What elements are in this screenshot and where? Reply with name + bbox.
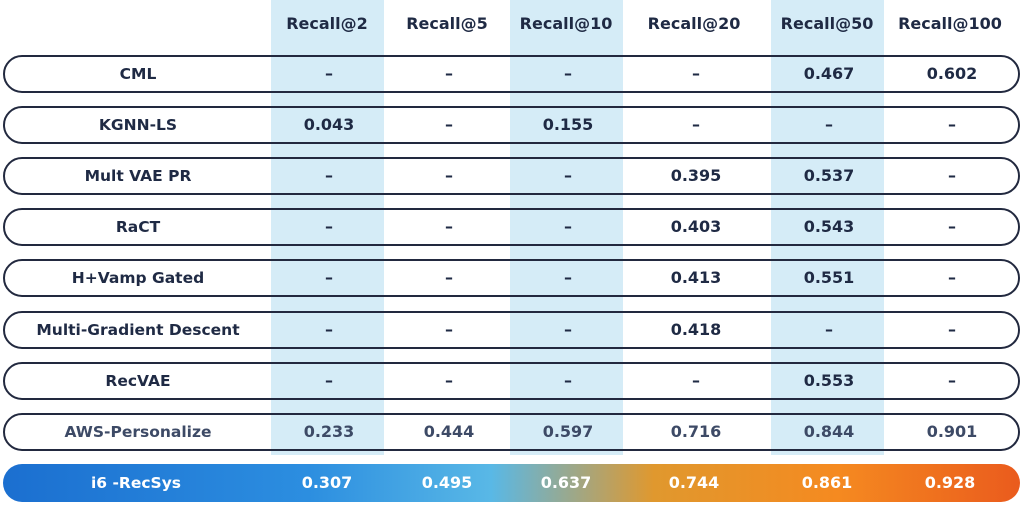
table-cell: –: [445, 166, 453, 186]
table-cell: 0.744: [668, 472, 720, 492]
table-row: AWS-Personalize 0.233 0.444 0.597 0.716 0.844…: [3, 412, 1020, 451]
table-cell: –: [948, 319, 956, 339]
table-row: Multi-Gradient Descent – – – 0.418 – –: [3, 310, 1020, 349]
table-cell: 0.861: [801, 472, 853, 492]
row-label: i6 -RecSys: [90, 473, 182, 492]
table-cell: –: [692, 370, 700, 390]
table-cell: 0.537: [803, 166, 855, 186]
table-cell: –: [325, 217, 333, 237]
table-row: KGNN-LS 0.043 – 0.155 – – –: [3, 106, 1020, 145]
table-cell: –: [825, 115, 833, 135]
column-header: Recall@100: [898, 14, 1002, 33]
table-cell: –: [445, 217, 453, 237]
table-row: RecVAE – – – – 0.553 –: [3, 361, 1020, 400]
table-cell: –: [325, 319, 333, 339]
table-cell: –: [325, 64, 333, 83]
table-cell: 0.495: [421, 472, 473, 492]
table-cell: –: [564, 217, 572, 237]
table-cell: 0.444: [423, 421, 475, 441]
table-cell: –: [564, 64, 572, 83]
table-cell: 0.418: [670, 319, 722, 339]
table-cell: 0.543: [803, 217, 855, 237]
row-label: CML: [119, 65, 157, 83]
row-label: RecVAE: [105, 371, 171, 390]
table-cell: 0.413: [670, 268, 722, 288]
table-cell: 0.844: [803, 421, 855, 441]
table-cell: 0.637: [540, 472, 592, 492]
table-cell: –: [948, 217, 956, 237]
column-header: Recall@20: [647, 14, 741, 33]
row-label: Mult VAE PR: [84, 167, 192, 186]
table-cell: –: [825, 319, 833, 339]
table-cell: –: [948, 166, 956, 186]
table-cell: –: [692, 64, 700, 83]
row-label: Multi-Gradient Descent: [36, 320, 240, 339]
column-highlight: [509, 0, 623, 455]
table-cell: 0.716: [670, 421, 722, 441]
table-cell: 0.467: [803, 64, 855, 83]
table-cell: –: [948, 370, 956, 390]
table-cell: –: [325, 370, 333, 390]
table-row: CML – – – – 0.467 0.602: [3, 55, 1020, 93]
table-cell: 0.155: [542, 115, 594, 135]
table-cell: 0.395: [670, 166, 722, 186]
table-cell: 0.307: [301, 472, 353, 492]
table-cell: –: [445, 64, 453, 83]
table-cell: –: [564, 370, 572, 390]
table-row: H+Vamp Gated – – – 0.413 0.551 –: [3, 259, 1020, 298]
row-label: RaCT: [115, 218, 161, 237]
column-header: Recall@10: [519, 14, 613, 33]
table-cell: –: [445, 319, 453, 339]
table-cell: 0.901: [926, 421, 978, 441]
table-row: RaCT – – – 0.403 0.543 –: [3, 208, 1020, 247]
column-highlight: [270, 0, 384, 455]
table-row: Mult VAE PR – – – 0.395 0.537 –: [3, 157, 1020, 196]
table-cell: 0.928: [924, 472, 976, 492]
table-cell: –: [564, 319, 572, 339]
column-header: Recall@5: [406, 14, 488, 33]
table-cell: –: [564, 166, 572, 186]
table-cell: –: [325, 268, 333, 288]
table-cell: –: [948, 268, 956, 288]
table-cell: –: [692, 115, 700, 135]
table-cell: –: [445, 115, 453, 135]
row-label: H+Vamp Gated: [71, 269, 205, 288]
column-highlight: [770, 0, 884, 455]
table-cell: 0.403: [670, 217, 722, 237]
table-cell: –: [445, 268, 453, 288]
table-cell: –: [564, 268, 572, 288]
table-cell: –: [445, 370, 453, 390]
table-cell: –: [948, 115, 956, 135]
row-label: KGNN-LS: [98, 116, 178, 135]
row-label: AWS-Personalize: [64, 422, 212, 441]
table-cell: 0.602: [926, 64, 978, 83]
column-header: Recall@2: [286, 14, 368, 33]
table-cell: 0.597: [542, 421, 594, 441]
table-row-highlighted: i6 -RecSys 0.307 0.495 0.637 0.744 0.861 0.928: [3, 463, 1020, 502]
table-cell: 0.551: [803, 268, 855, 288]
table-cell: –: [325, 166, 333, 186]
table-cell: 0.553: [803, 370, 855, 390]
column-header: Recall@50: [780, 14, 874, 33]
table-cell: 0.043: [303, 115, 355, 135]
table-cell: 0.233: [303, 421, 355, 441]
